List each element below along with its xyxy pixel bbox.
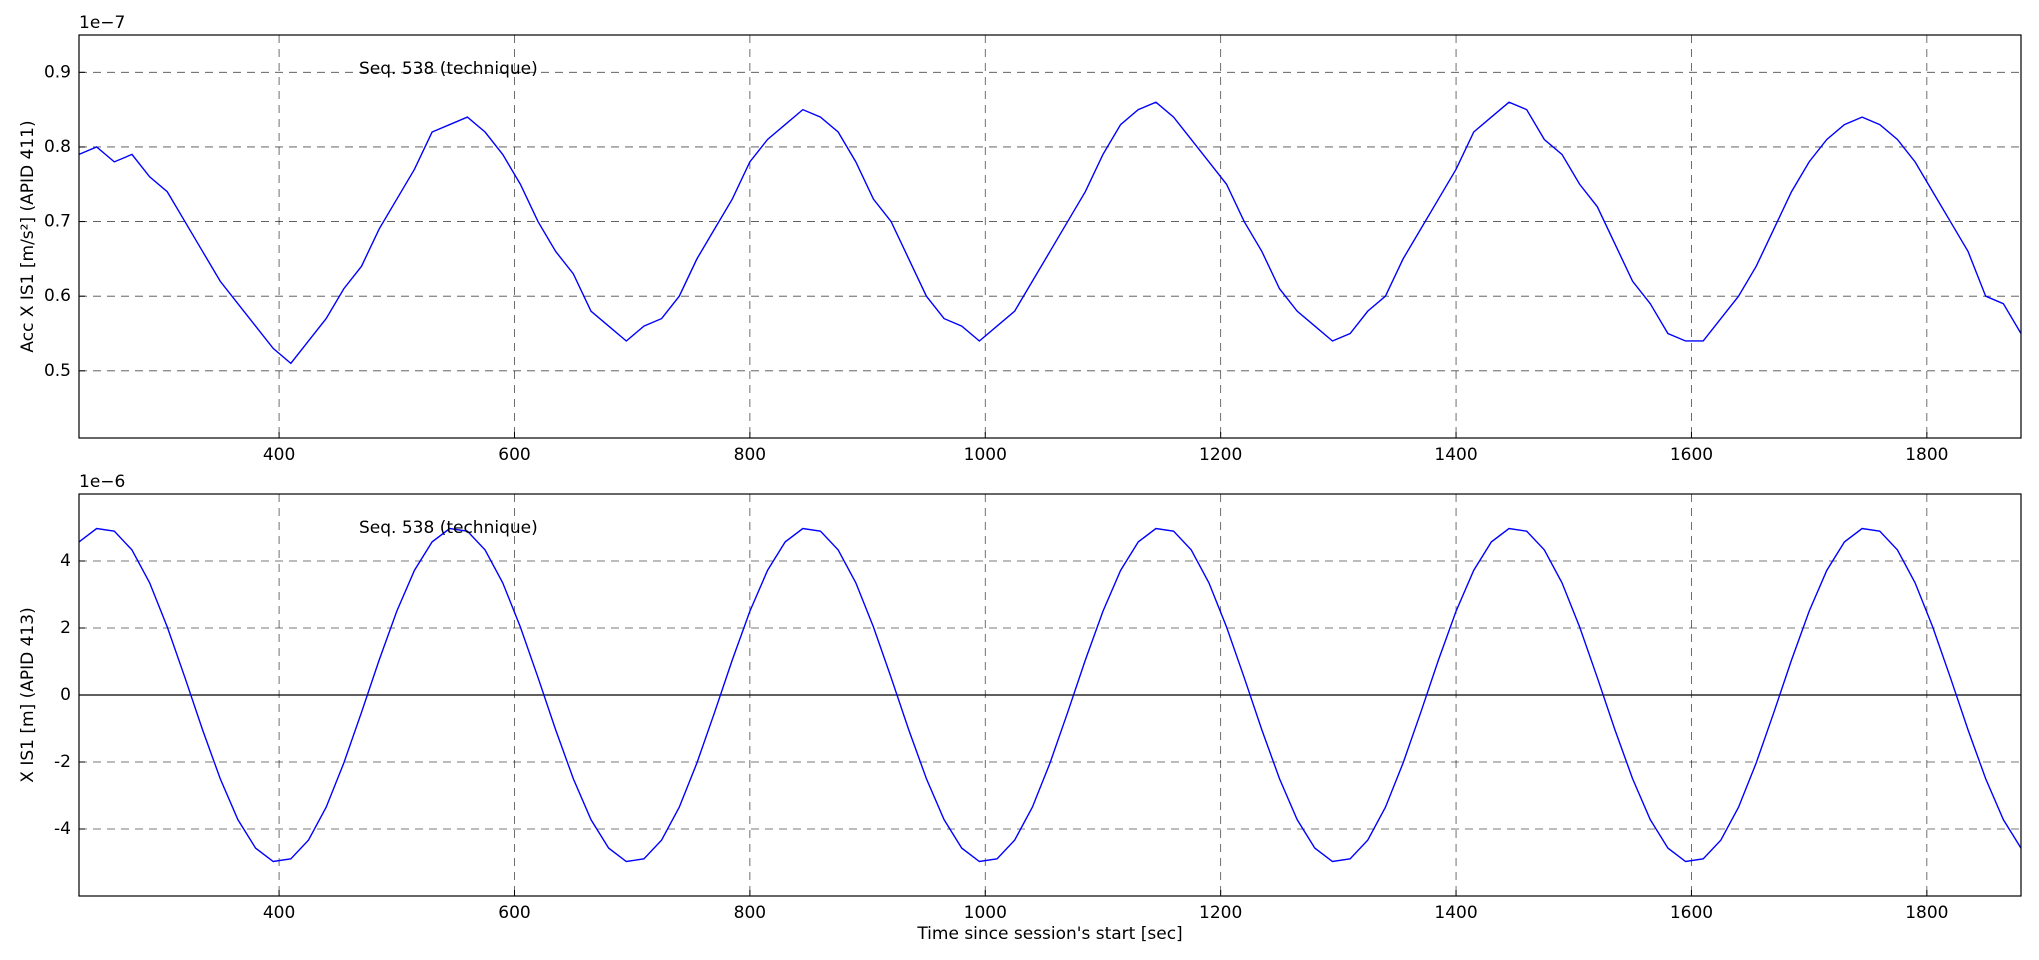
y-axis-label: Acc X IS1 [m/s²] (APID 411) <box>18 120 38 352</box>
x-tick-label: 1800 <box>1905 903 1948 923</box>
x-tick-label: 400 <box>263 445 295 465</box>
annotation: Seq. 538 (technique) <box>359 59 538 79</box>
x-tick-label: 1400 <box>1434 445 1477 465</box>
y-tick-label: 2 <box>60 618 71 638</box>
y-tick-label: 0.8 <box>44 137 71 157</box>
x-tick-label: 800 <box>734 445 766 465</box>
x-tick-label: 1600 <box>1670 445 1713 465</box>
x-tick-label: 1000 <box>964 903 1007 923</box>
x-tick-label: 600 <box>498 903 530 923</box>
plot-frame <box>78 493 2022 897</box>
plot-frame <box>78 34 2022 439</box>
x-tick-label: 1800 <box>1905 445 1948 465</box>
y-tick-label: 0.7 <box>44 212 71 232</box>
x-tick-label: 1200 <box>1199 445 1242 465</box>
y-axis-label: X IS1 [m] (APID 413) <box>18 607 38 782</box>
data-line <box>78 101 2022 365</box>
y-tick-label: 0.6 <box>44 286 71 306</box>
data-line <box>78 527 2022 863</box>
x-axis-label: Time since session's start [sec] <box>916 924 1182 944</box>
x-tick-label: 1400 <box>1434 903 1477 923</box>
y-tick-label: 0.5 <box>44 361 71 381</box>
y-tick-label: -2 <box>54 752 71 772</box>
offset-text: 1e−7 <box>79 13 125 33</box>
annotation: Seq. 538 (technique) <box>359 518 538 538</box>
x-tick-label: 1000 <box>964 445 1007 465</box>
offset-text: 1e−6 <box>79 472 125 492</box>
x-tick-label: 1200 <box>1199 903 1242 923</box>
y-tick-label: 0.9 <box>44 62 71 82</box>
x-tick-label: 1600 <box>1670 903 1713 923</box>
y-tick-label: 4 <box>60 551 71 571</box>
x-tick-label: 800 <box>734 903 766 923</box>
y-tick-label: -4 <box>54 819 71 839</box>
x-tick-label: 600 <box>498 445 530 465</box>
y-tick-label: 0 <box>60 685 71 705</box>
x-tick-label: 400 <box>263 903 295 923</box>
